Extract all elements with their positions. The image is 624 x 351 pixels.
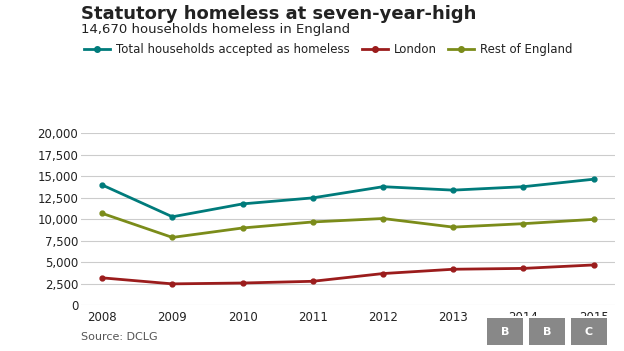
FancyBboxPatch shape [571,318,607,345]
Text: Statutory homeless at seven-year-high: Statutory homeless at seven-year-high [81,5,477,23]
Text: B: B [543,327,551,337]
FancyBboxPatch shape [487,318,524,345]
Legend: Total households accepted as homeless, London, Rest of England: Total households accepted as homeless, L… [84,43,573,56]
FancyBboxPatch shape [529,318,565,345]
Text: C: C [585,327,593,337]
Text: Source: DCLG: Source: DCLG [81,332,158,342]
Text: B: B [501,327,510,337]
Text: 14,670 households homeless in England: 14,670 households homeless in England [81,23,350,36]
